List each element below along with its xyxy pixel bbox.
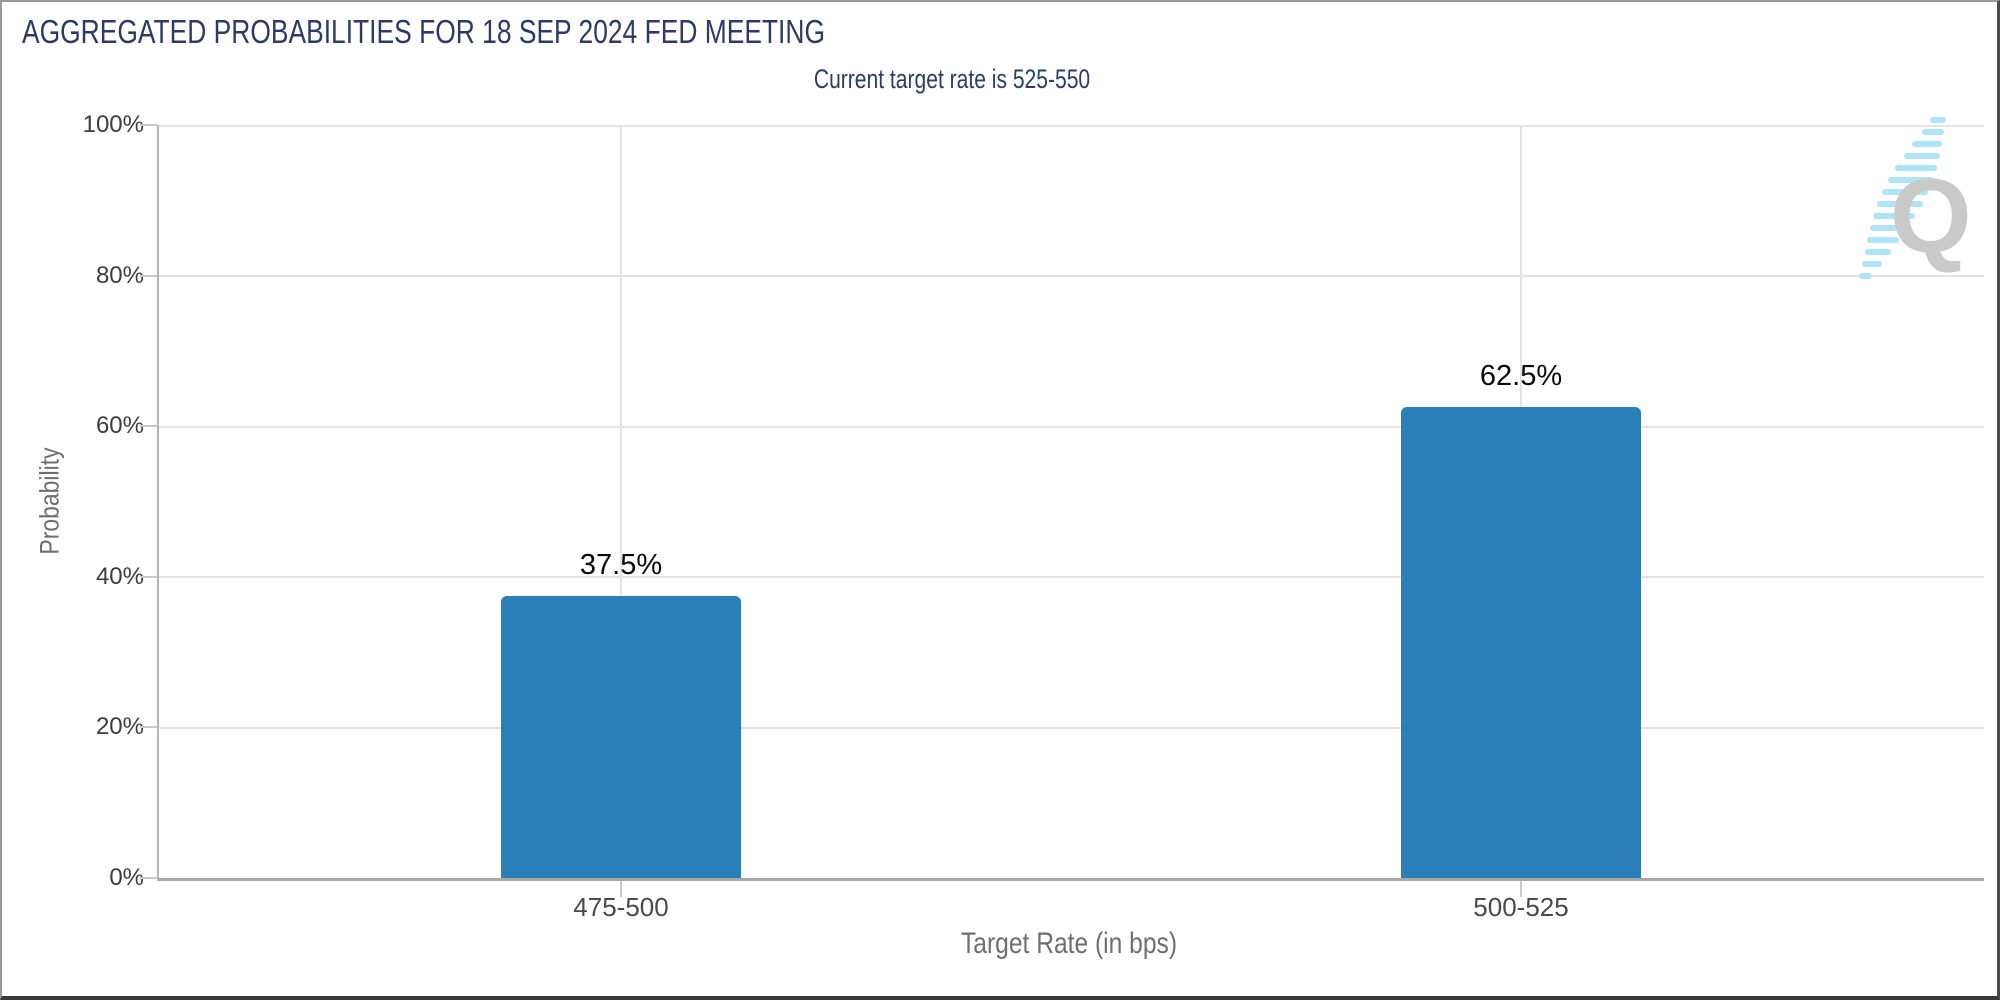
- y-tick-label-60: 60%: [95, 412, 144, 439]
- y-tick-mark: [140, 726, 157, 728]
- chart-title: AGGREGATED PROBABILITIES FOR 18 SEP 2024…: [22, 12, 1026, 52]
- watermark-letter: Q: [1890, 158, 1968, 275]
- y-tick-mark: [140, 877, 157, 879]
- bar-500-525: [1401, 407, 1641, 878]
- y-tick-label-0: 0%: [109, 864, 144, 891]
- x-axis-title-text: Target Rate (in bps): [960, 927, 1178, 960]
- x-tick-mark: [1520, 881, 1522, 897]
- plot-area: 37.5% 62.5%: [157, 125, 1984, 881]
- chart-subtitle-text: Current target rate is 525-550: [813, 64, 1091, 94]
- y-tick-mark: [140, 275, 157, 277]
- y-tick-mark: [140, 124, 157, 126]
- gridline-60pct: [159, 426, 1984, 428]
- gridline-40pct: [159, 576, 1984, 578]
- chart-title-text: AGGREGATED PROBABILITIES FOR 18 SEP 2024…: [22, 13, 825, 50]
- x-tick-mark: [620, 881, 622, 897]
- y-tick-mark: [140, 425, 157, 427]
- q-watermark-icon: Q: [1859, 117, 1968, 279]
- y-axis-title: Probability: [34, 447, 65, 555]
- bar-value-label-475-500: 37.5%: [579, 548, 663, 581]
- y-tick-label-20: 20%: [95, 713, 144, 740]
- x-axis-title: Target Rate (in bps): [937, 927, 1200, 961]
- y-tick-label-80: 80%: [95, 262, 144, 289]
- y-tick-label-40: 40%: [95, 563, 144, 590]
- y-tick-label-100: 100%: [82, 111, 144, 138]
- gridline-20pct: [159, 727, 1984, 729]
- watermark-slash-dashes: [1859, 117, 1946, 279]
- y-tick-mark: [140, 576, 157, 578]
- gridline-100pct: [159, 125, 1984, 127]
- category-label-475-500: 475-500: [573, 892, 669, 922]
- gridline-80pct: [159, 275, 1984, 277]
- bar-value-label-500-525: 62.5%: [1479, 360, 1563, 393]
- category-label-500-525: 500-525: [1473, 892, 1569, 922]
- chart-subtitle: Current target rate is 525-550: [775, 64, 1129, 95]
- bar-475-500: [501, 595, 741, 878]
- gridline-cat-475-500: [620, 125, 622, 878]
